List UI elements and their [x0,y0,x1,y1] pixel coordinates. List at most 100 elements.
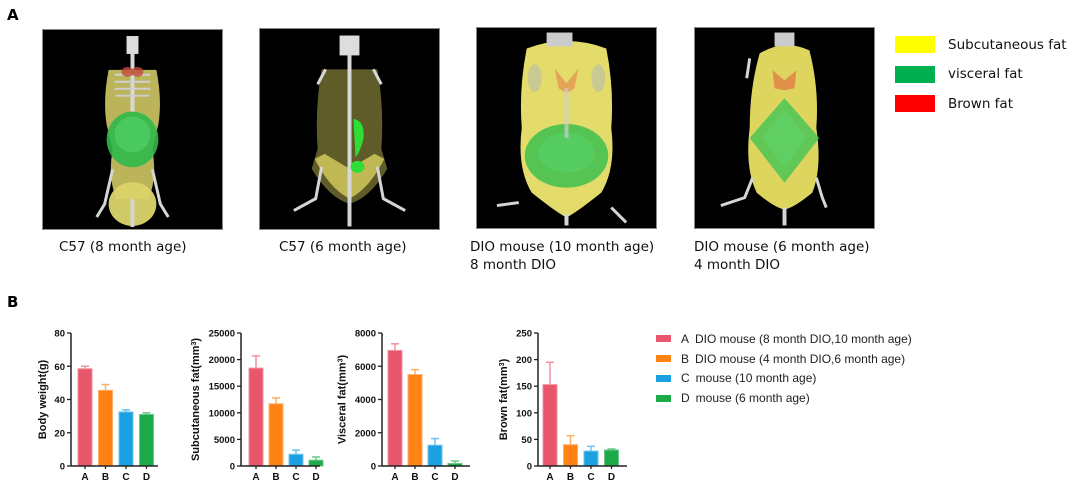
y-axis-label-close: ) [337,355,349,359]
y-tick-label: 15000 [209,382,235,393]
bar-chart-2: A B C D 0 5000 10000 15000 20000 25000 Subcutaneou… [190,329,324,483]
mouse-ct-render [720,32,828,226]
caption-line-1: C57 (6 month age) [279,239,407,255]
y-axis-label-superscript: 3 [337,358,344,362]
x-tick-label: C [292,472,299,483]
y-tick-label: 60 [54,362,65,373]
y-tick-label: 25000 [209,329,235,340]
y-tick-label: 2000 [355,428,376,439]
legend-item-group-b: B DIO mouse (4 month DIO,6 month age) [656,349,912,369]
image-caption: C57 (8 month age) [59,238,187,256]
caption-line-2: 4 month DIO [694,257,780,273]
ct-image-dio-6-month [694,27,875,229]
legend-label: DIO mouse (8 month DIO,10 month age) [695,331,912,346]
x-tick-label: B [272,472,279,483]
x-tick-label: B [567,472,574,483]
y-tick-label: 0 [527,462,532,473]
bar-chart-1: A B C D 0 20 40 60 80 Body weight(g) [37,329,158,483]
legend-swatch [656,374,671,382]
y-tick-label: 20000 [209,355,235,366]
x-tick-label: C [431,472,438,483]
x-tick-label: B [102,472,109,483]
y-axis-label: Body weight(g) [37,359,49,439]
image-caption: C57 (6 month age) [279,238,407,256]
bar [288,453,304,467]
bar-chart-4: A B C D 0 50 100 150 200 250 Brown fat(mm3) [498,329,627,483]
y-tick-label: 8000 [355,329,376,340]
image-caption: DIO mouse (6 month age) 4 month DIO [694,238,870,274]
legend-swatch [895,36,935,54]
y-tick-label: 20 [54,428,65,439]
y-axis-label-close: ) [498,358,510,362]
y-tick-label: 4000 [355,395,376,406]
ct-image-c57-6-month [259,28,440,230]
panel-label-b: B [7,293,19,311]
bar [427,444,443,467]
ct-image-dio-10-month [476,27,657,229]
legend-label: DIO mouse (4 month DIO,6 month age) [695,351,906,366]
y-tick-label: 6000 [355,362,376,373]
x-tick-label: A [252,472,259,483]
y-tick-label: 0 [230,462,235,473]
x-tick-label: D [143,472,150,483]
y-axis-label: Subcutaneous fat(mm3) [190,338,202,461]
legend-swatch [895,95,935,113]
bar [407,374,423,467]
mouse-ct-render [293,35,406,227]
caption-line-1: DIO mouse (6 month age) [694,239,870,255]
bar-chart-3: A B C D 0 2000 4000 6000 8000 Visceral fat(mm3) [337,329,470,483]
legend-swatch [656,335,671,343]
group-legend: A DIO mouse (8 month DIO,10 month age) B… [656,329,912,408]
y-tick-label: 10000 [209,408,235,419]
legend-item-group-c: C mouse (10 month age) [656,369,912,389]
legend-label: visceral fat [948,66,1023,83]
legend-letter: D [681,391,690,406]
y-tick-label: 5000 [214,435,235,446]
legend-swatch [656,355,671,363]
legend-label: mouse (10 month age) [695,371,817,386]
bar [118,411,134,467]
x-tick-label: A [546,472,553,483]
x-tick-label: C [122,472,129,483]
x-tick-label: C [587,472,594,483]
y-tick-label: 80 [54,329,65,340]
legend-label: mouse (6 month age) [695,391,810,406]
bar [563,444,578,467]
legend-letter: A [681,331,690,346]
bar [77,368,93,467]
mouse-ct-render [496,32,628,226]
bar [98,389,113,467]
y-tick-label: 250 [516,329,532,340]
fat-type-legend: Subcutaneous fat visceral fat Brown fat [895,30,1067,119]
bar [604,449,619,467]
legend-letter: C [681,371,690,386]
y-tick-label: 200 [516,355,532,366]
bar [542,384,558,467]
legend-item-group-a: A DIO mouse (8 month DIO,10 month age) [656,329,912,349]
mouse-ct-render [95,36,170,227]
caption-line-2: 8 month DIO [470,257,556,273]
panel-label-a: A [7,6,19,24]
y-axis-label-close: ) [190,338,202,342]
caption-line-1: C57 (8 month age) [59,239,187,255]
bar [268,403,284,467]
y-axis-label: Visceral fat(mm3) [337,355,349,445]
y-tick-label: 100 [516,408,532,419]
legend-label: Brown fat [948,95,1013,112]
x-tick-label: D [312,472,319,483]
legend-item-group-d: D mouse (6 month age) [656,388,912,408]
legend-letter: B [681,351,690,366]
bar [583,450,599,467]
image-caption: DIO mouse (10 month age) 8 month DIO [470,238,654,274]
legend-swatch [656,394,671,402]
x-tick-label: B [411,472,418,483]
y-tick-label: 0 [60,462,65,473]
legend-label: Subcutaneous fat [948,36,1067,53]
legend-item-brown: Brown fat [895,89,1067,119]
legend-item-subcutaneous: Subcutaneous fat [895,30,1067,60]
y-tick-label: 40 [54,395,65,406]
bar [387,349,403,467]
x-tick-label: D [608,472,615,483]
bar [248,367,264,467]
ct-image-c57-8-month [42,29,223,230]
